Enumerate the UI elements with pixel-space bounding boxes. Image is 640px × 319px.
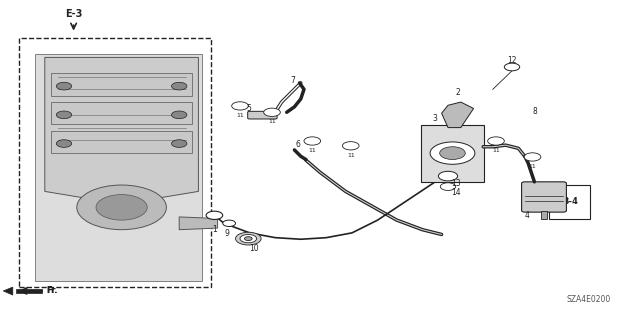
Text: 11: 11 (236, 113, 244, 118)
Polygon shape (51, 73, 192, 96)
Circle shape (172, 111, 187, 119)
Text: 11: 11 (529, 164, 536, 169)
Circle shape (56, 111, 72, 119)
Text: 13: 13 (451, 179, 461, 188)
Polygon shape (51, 131, 192, 153)
Text: 6: 6 (295, 140, 300, 149)
Circle shape (77, 185, 166, 230)
Polygon shape (442, 102, 474, 128)
Circle shape (232, 102, 248, 110)
Text: 1: 1 (212, 225, 217, 234)
Circle shape (172, 82, 187, 90)
Circle shape (240, 234, 257, 243)
Circle shape (56, 140, 72, 147)
Circle shape (304, 137, 321, 145)
Circle shape (172, 140, 187, 147)
Text: 3: 3 (433, 114, 438, 122)
Circle shape (56, 82, 72, 90)
Text: 12: 12 (508, 56, 516, 65)
Text: 8: 8 (532, 107, 537, 116)
Polygon shape (35, 54, 202, 281)
Text: SZA4E0200: SZA4E0200 (566, 295, 611, 304)
Polygon shape (51, 102, 192, 124)
Polygon shape (16, 289, 42, 293)
Text: E-3: E-3 (65, 9, 83, 19)
Polygon shape (179, 217, 218, 230)
Circle shape (223, 220, 236, 226)
FancyBboxPatch shape (522, 182, 566, 212)
Circle shape (430, 142, 475, 164)
Text: Fr.: Fr. (46, 286, 58, 295)
Circle shape (342, 142, 359, 150)
Text: 11: 11 (492, 148, 500, 153)
Text: 10: 10 (249, 244, 259, 253)
Text: 11: 11 (308, 148, 316, 153)
Circle shape (206, 211, 223, 219)
Text: Fr.: Fr. (46, 286, 58, 295)
Circle shape (244, 237, 252, 241)
Text: 2: 2 (455, 88, 460, 97)
Circle shape (236, 232, 261, 245)
Circle shape (504, 63, 520, 71)
Circle shape (264, 108, 280, 116)
FancyBboxPatch shape (421, 125, 484, 182)
Text: 11: 11 (268, 119, 276, 124)
Polygon shape (3, 287, 13, 295)
Circle shape (438, 171, 458, 181)
Text: 11: 11 (347, 153, 355, 158)
Circle shape (96, 195, 147, 220)
Text: B-4: B-4 (562, 197, 578, 206)
Text: 9: 9 (225, 229, 230, 238)
Polygon shape (45, 57, 198, 198)
Circle shape (524, 153, 541, 161)
Text: 4: 4 (524, 211, 529, 220)
Text: 7: 7 (291, 76, 296, 85)
Circle shape (488, 137, 504, 145)
Circle shape (440, 183, 456, 190)
Circle shape (440, 147, 465, 160)
Polygon shape (541, 211, 547, 219)
Text: 5: 5 (246, 104, 251, 113)
Text: 14: 14 (451, 189, 461, 197)
FancyBboxPatch shape (248, 111, 277, 119)
